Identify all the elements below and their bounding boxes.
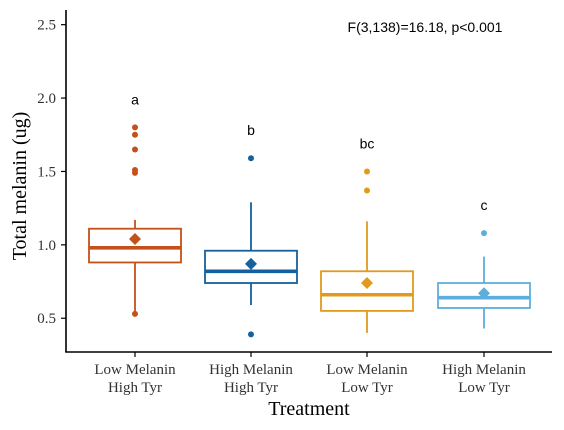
x-tick-label-line2: Low Tyr bbox=[458, 380, 510, 396]
x-tick-label-line2: Low Tyr bbox=[341, 380, 393, 396]
x-tick-label-line1: High Melanin bbox=[209, 362, 293, 378]
x-tick-label-line2: High Tyr bbox=[108, 380, 162, 396]
x-tick-label-line1: Low Melanin bbox=[326, 362, 408, 378]
y-tick-label: 0.5 bbox=[37, 311, 56, 327]
box-group: b bbox=[204, 122, 298, 338]
outlier-point bbox=[248, 331, 254, 338]
y-tick-label: 2.0 bbox=[37, 91, 56, 107]
plot-area: a b bc c bbox=[88, 91, 531, 338]
mean-marker bbox=[478, 287, 490, 300]
y-tick-label: 1.0 bbox=[37, 238, 56, 254]
significance-letter: c bbox=[481, 197, 488, 213]
y-tick-label: 1.5 bbox=[37, 164, 56, 180]
x-tick-label-line1: Low Melanin bbox=[94, 362, 176, 378]
x-tick-label-line1: High Melanin bbox=[442, 362, 526, 378]
outlier-point bbox=[364, 187, 370, 194]
box-group: bc bbox=[320, 135, 414, 333]
outlier-point bbox=[132, 310, 138, 317]
mean-marker bbox=[129, 232, 141, 245]
outlier-point bbox=[132, 146, 138, 153]
mean-marker bbox=[361, 277, 373, 290]
significance-letter: a bbox=[131, 91, 139, 107]
axis-ticks: 0.5 1.0 1.5 2.0 2.5 Low Melanin High Tyr High M… bbox=[37, 18, 526, 396]
box-iqr bbox=[204, 249, 298, 284]
outlier-point bbox=[132, 166, 138, 173]
mean-marker bbox=[245, 257, 257, 270]
outlier-point bbox=[132, 131, 138, 138]
y-axis-title: Total melanin (ug) bbox=[9, 112, 31, 261]
significance-letter: b bbox=[247, 122, 255, 138]
outlier-point bbox=[248, 155, 254, 162]
y-tick-label: 2.5 bbox=[37, 18, 56, 34]
significance-letter: bc bbox=[360, 135, 375, 151]
anova-annotation: F(3,138)=16.18, p<0.001 bbox=[348, 19, 503, 35]
box-group: a bbox=[88, 91, 182, 317]
outlier-point bbox=[481, 230, 487, 237]
x-tick-label-line2: High Tyr bbox=[224, 380, 278, 396]
box-group: c bbox=[437, 197, 531, 329]
outlier-point bbox=[364, 168, 370, 175]
outlier-point bbox=[132, 124, 138, 131]
x-axis-title: Treatment bbox=[268, 398, 350, 420]
